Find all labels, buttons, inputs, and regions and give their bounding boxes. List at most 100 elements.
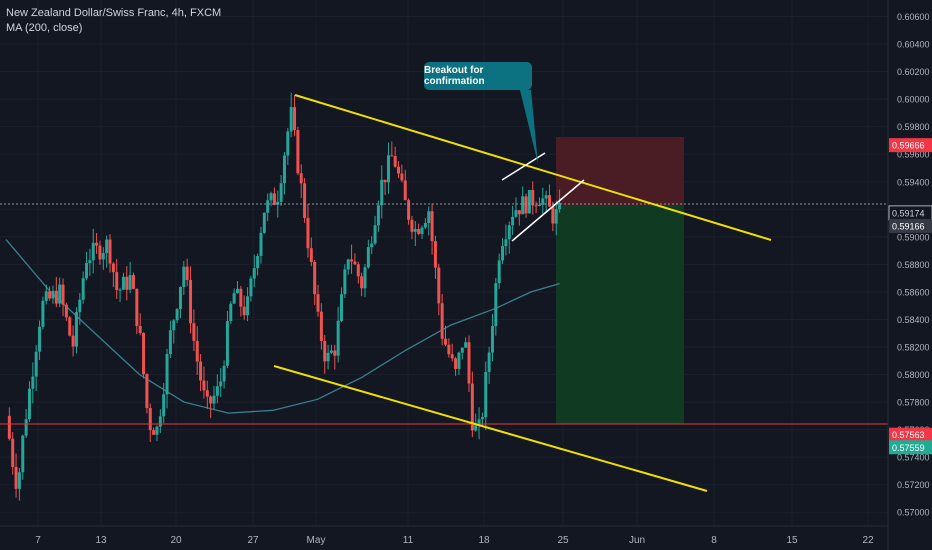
symbol-title[interactable]: New Zealand Dollar/Swiss Franc, 4h, FXCM (6, 7, 222, 19)
candle-body (403, 180, 407, 201)
candle-body (24, 419, 28, 436)
candle-body (111, 263, 115, 273)
candle-body (212, 395, 216, 404)
candle-body (306, 217, 310, 249)
candle-body (168, 330, 172, 355)
candle-body (182, 266, 186, 287)
candle-body (98, 245, 102, 260)
candle-body (205, 390, 209, 397)
candle-body (256, 255, 260, 269)
candle-body (524, 196, 528, 214)
price-tag-text-stop-loss: 0.59666 (892, 141, 925, 151)
candle-body (517, 210, 521, 215)
candle-body (58, 284, 62, 304)
indicator-label[interactable]: MA (200, close) (6, 22, 83, 34)
candle-body (91, 242, 95, 261)
price-tag-text-take-profit: 0.57559 (892, 443, 925, 453)
candle-body (239, 288, 243, 307)
candle-body (423, 223, 427, 228)
price-tick-label: 0.60200 (897, 67, 930, 77)
upper-trendline[interactable] (294, 94, 772, 241)
candle-body (259, 232, 263, 256)
candle-body (246, 296, 250, 316)
price-tick-label: 0.57200 (897, 480, 930, 490)
candle-body (189, 279, 193, 324)
candle-body (118, 289, 122, 291)
take-profit-zone[interactable] (556, 205, 684, 424)
time-tick-label: 25 (557, 535, 569, 546)
price-tick-label: 0.58800 (897, 260, 930, 270)
price-tick-label: 0.58600 (897, 287, 930, 297)
price-tag-text-entry: 0.59166 (892, 221, 925, 231)
candle-body (319, 311, 323, 342)
flag-lower-line[interactable] (511, 179, 585, 242)
price-tag-text-last-price: 0.59174 (892, 208, 925, 218)
candle-body (121, 276, 125, 290)
candle-body (148, 408, 152, 431)
time-tick-label: 11 (403, 535, 414, 546)
candle-body (410, 219, 414, 232)
candle-body (544, 195, 548, 199)
candle-body (444, 338, 448, 345)
time-tick-label: 7 (35, 535, 41, 546)
candle-body (413, 229, 417, 232)
candle-body (440, 303, 444, 339)
candle-body (504, 239, 508, 247)
price-tick-label: 0.60600 (897, 12, 930, 22)
candle-body (172, 320, 176, 331)
price-tick-label: 0.57000 (897, 508, 930, 518)
callout-text: Breakout for confirmation (424, 65, 485, 87)
candle-body (480, 417, 484, 420)
candle-body (142, 332, 146, 375)
candle-body (366, 247, 370, 268)
candle-body (108, 239, 112, 264)
candle-body (497, 260, 501, 284)
time-tick-label: 22 (862, 535, 874, 546)
time-axis[interactable]: 7 13 20 27 May 11 18 25 Jun 8 15 22 (35, 535, 874, 546)
candle-body (219, 381, 223, 387)
price-tick-label: 0.59400 (897, 177, 930, 187)
candle-body (54, 290, 58, 304)
candle-body (272, 193, 276, 205)
time-tick-label: 27 (247, 535, 259, 546)
time-tick-label: May (307, 535, 326, 546)
candle-body (95, 242, 99, 246)
candle-body (41, 300, 45, 327)
grid (0, 0, 888, 526)
price-tag-text-horizontal-level: 0.57563 (892, 430, 925, 440)
candle-body (51, 290, 55, 299)
candle-body (457, 352, 461, 369)
candle-body (61, 284, 65, 305)
candle-body (437, 267, 441, 304)
candle-body (420, 227, 424, 234)
candle-body (162, 394, 166, 417)
candle-body (286, 131, 290, 156)
price-tick-label: 0.60400 (897, 40, 930, 50)
price-tick-label: 0.60000 (897, 95, 930, 105)
flag-upper-line[interactable] (501, 152, 546, 181)
price-tick-label: 0.57800 (897, 398, 930, 408)
candle-body (81, 278, 85, 300)
candle-body (343, 269, 347, 295)
candle-body (393, 156, 397, 167)
candle-body (138, 326, 142, 333)
breakout-callout[interactable]: Breakout for confirmation (424, 62, 532, 90)
price-tick-label: 0.59600 (897, 150, 930, 160)
candle-body (34, 351, 38, 377)
candle-body (370, 243, 374, 248)
candle-body (14, 466, 18, 489)
moving-average-layer (5, 239, 560, 414)
time-tick-label: 18 (478, 535, 490, 546)
candle-body (558, 203, 562, 210)
candle-body (534, 205, 538, 207)
price-tag-take-profit (889, 440, 932, 455)
price-tag-stop-loss (889, 138, 932, 153)
candle-body (454, 358, 458, 369)
lower-trendline[interactable] (273, 365, 708, 492)
candle-body (484, 371, 488, 418)
candle-body (474, 425, 478, 431)
candle-body (333, 350, 337, 356)
candle-body (548, 195, 552, 207)
candle-body (71, 335, 75, 347)
